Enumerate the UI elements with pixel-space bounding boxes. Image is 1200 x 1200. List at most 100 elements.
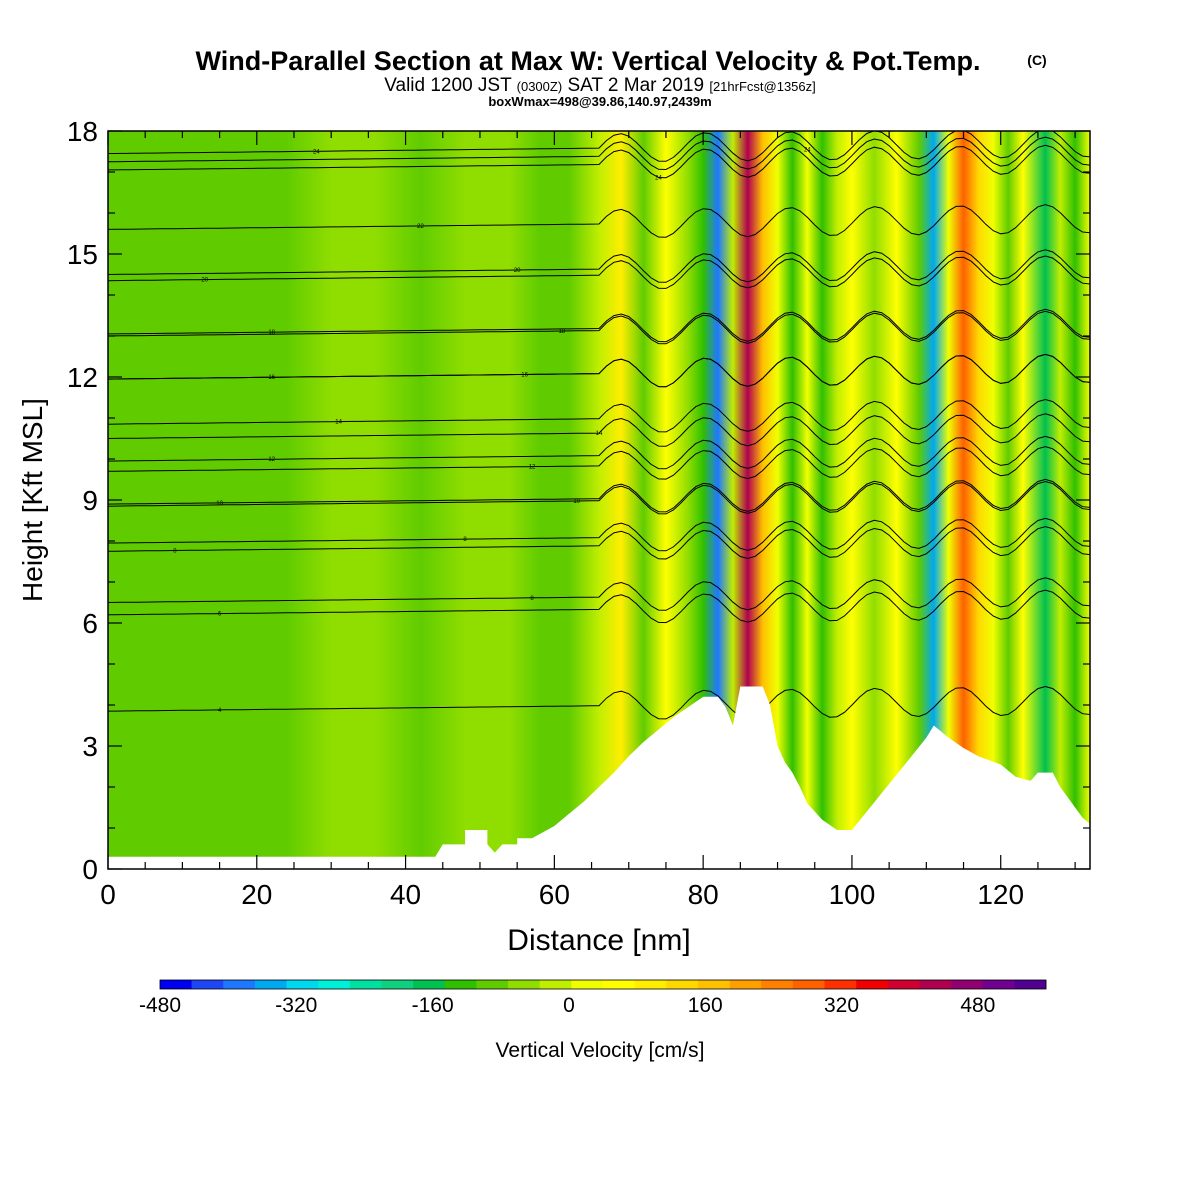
colorbar-swatch [254, 980, 287, 989]
colorbar-swatch [603, 980, 635, 989]
colorbar-swatch [318, 980, 351, 989]
theta-contour-label: 16 [268, 375, 275, 381]
colorbar-swatch [824, 980, 857, 989]
theta-contour [108, 255, 1090, 289]
colorbar-swatch [919, 980, 952, 989]
subtitle-date: SAT 2 Mar 2019 [567, 75, 704, 96]
y-tick-label: 0 [82, 854, 98, 885]
subtitle-fcst: [21hrFcst@1356z] [709, 79, 815, 94]
theta-contours [108, 131, 1090, 720]
theta-contour-label: 10 [216, 501, 223, 507]
colorbar-swatch [349, 980, 382, 989]
y-tick-label: 15 [67, 239, 98, 270]
theta-contour-label: 14 [335, 420, 342, 426]
colorbar-tick-label: -480 [139, 994, 181, 1017]
theta-contour [108, 310, 1090, 345]
colorbar-swatch [476, 980, 509, 989]
theta-contour [108, 131, 1090, 162]
colorbar-swatch [1014, 980, 1047, 989]
x-axis-label: Distance [nm] [507, 924, 690, 957]
subtitle-prefix: Valid 1200 JST [384, 75, 512, 96]
x-tick-label: 100 [829, 879, 876, 910]
colorbar-swatch [381, 980, 414, 989]
theta-contour-label: 16 [521, 372, 528, 378]
colorbar-swatch [856, 980, 889, 989]
chart-title: Wind-Parallel Section at Max W: Vertical… [196, 46, 981, 76]
theta-contour [108, 435, 1090, 470]
theta-contour [108, 249, 1090, 283]
colorbar-swatch [634, 980, 667, 989]
theta-contour-label: 20 [514, 268, 521, 274]
theta-contour [108, 517, 1090, 552]
colorbar-swatch [792, 980, 825, 989]
colorbar-swatch [223, 980, 256, 989]
colorbar-swatch [761, 980, 794, 989]
chart-subtitle-2: boxWmax=498@39.86,140.97,2439m [488, 94, 711, 109]
y-tick-label: 6 [82, 608, 98, 639]
copyright-mark: (C) [1027, 52, 1046, 68]
theta-contour-label: 24 [655, 176, 662, 182]
theta-contour-label: 8 [463, 537, 467, 543]
x-tick-label: 20 [241, 879, 272, 910]
colorbar-swatch [887, 980, 920, 989]
theta-contour-label: 4 [218, 708, 222, 714]
colorbar [159, 979, 1047, 990]
colorbar-swatch [666, 980, 699, 989]
colorbar-swatch [539, 980, 572, 989]
theta-contour-label: 8 [530, 596, 534, 602]
colorbar-swatch [697, 980, 730, 989]
terrain [108, 686, 1090, 869]
theta-contour [108, 526, 1090, 560]
colorbar-swatch [508, 980, 541, 989]
colorbar-swatch [413, 980, 446, 989]
theta-contour [108, 577, 1090, 611]
colorbar-swatch [951, 980, 984, 989]
theta-contour [108, 204, 1090, 238]
theta-contour [108, 478, 1090, 513]
theta-contour-label: 24 [313, 149, 320, 155]
colorbar-tick-label: 0 [563, 994, 575, 1017]
chart-subtitle: Valid 1200 JST (0300Z) SAT 2 Mar 2019 [2… [384, 75, 816, 96]
theta-contour [108, 480, 1090, 515]
theta-contour [108, 685, 1090, 720]
theta-contour [108, 136, 1090, 171]
theta-contour-label: 12 [529, 465, 536, 471]
theta-contour-label: 24 [804, 148, 811, 154]
theta-contour-label: 20 [201, 278, 208, 284]
colorbar-swatch [286, 980, 319, 989]
colorbar-swatch [982, 980, 1015, 989]
colorbar-tick-label: -160 [412, 994, 454, 1017]
plot-area: 4 6 8 8 8 10 10 12 12 14 14 16 16 18 18 20 20 22 24 24 24 [108, 131, 1090, 869]
y-axis: 0 3 6 9 12 15 18 [67, 116, 1090, 885]
theta-contour [108, 353, 1090, 388]
theta-contour-label: 18 [558, 329, 565, 335]
theta-contour-label: 22 [417, 224, 424, 230]
colorbar-ticks: -480 -320 -160 0 160 320 480 [139, 994, 995, 1017]
theta-contour-label: 10 [573, 499, 580, 505]
colorbar-swatch [444, 980, 477, 989]
theta-contour [108, 398, 1090, 433]
y-axis-label: Height [Kft MSL] [17, 398, 48, 602]
colorbar-swatch [160, 980, 192, 989]
y-tick-label: 3 [82, 731, 98, 762]
theta-contour-label: 18 [268, 330, 275, 336]
colorbar-tick-label: -320 [275, 994, 317, 1017]
theta-contour [108, 589, 1090, 624]
colorbar-tick-label: 320 [824, 994, 859, 1017]
colorbar-label: Vertical Velocity [cm/s] [496, 1039, 705, 1062]
x-tick-label: 120 [977, 879, 1024, 910]
theta-contour [108, 144, 1090, 179]
theta-contour-label: 8 [173, 549, 177, 555]
theta-contour [108, 308, 1090, 343]
colorbar-swatch [191, 980, 224, 989]
x-tick-label: 80 [688, 879, 719, 910]
colorbar-tick-label: 480 [960, 994, 995, 1017]
y-tick-label: 12 [67, 362, 98, 393]
subtitle-utc: (0300Z) [517, 79, 563, 94]
theta-contour [108, 446, 1090, 480]
colorbar-swatch [571, 980, 604, 989]
theta-contour [108, 413, 1090, 447]
y-tick-label: 18 [67, 116, 98, 147]
x-tick-label: 40 [390, 879, 421, 910]
